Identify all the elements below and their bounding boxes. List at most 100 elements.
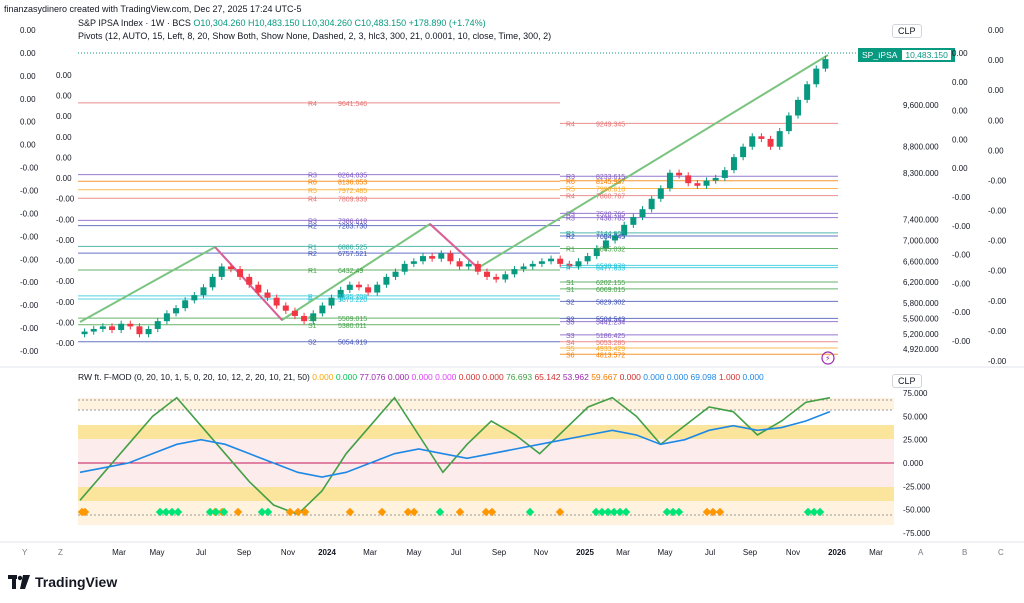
osc-marker-orange (293, 507, 303, 517)
oscillator-value: 0.000 (480, 372, 504, 382)
pivot-left-value: 6886.525 (338, 244, 367, 251)
currency-badge[interactable]: CLP (892, 24, 922, 38)
time-axis-label: Jul (705, 548, 715, 557)
candle-body (337, 289, 344, 298)
pivot-right-label: R3 (566, 216, 575, 223)
pivot-right-label: P (566, 266, 571, 273)
pivot-right-label: S5 (566, 346, 575, 353)
candle-body (447, 253, 454, 262)
pivot-left-label: R6 (308, 179, 317, 186)
pivot-lines (78, 102, 838, 355)
side-zero-left: -0.00 (20, 164, 39, 173)
last-price-tag: SP_IPSA 10,483.150 (858, 48, 955, 62)
side-zero-right2: -0.00 (988, 357, 1007, 366)
pivot-right-label: R1 (566, 231, 575, 238)
side-zero-mid: -0.00 (56, 298, 75, 307)
candle-body (538, 261, 545, 264)
oscillator-value: 0.000 (385, 372, 410, 382)
osc-zone-lower (78, 487, 894, 501)
lightning-icon[interactable] (821, 351, 835, 365)
candle-body (410, 261, 417, 264)
osc-marker-green (263, 507, 273, 517)
pivot-right-label: S3 (566, 320, 575, 327)
oscillator-currency-badge[interactable]: CLP (892, 374, 922, 388)
side-zero-right2: -0.00 (988, 176, 1007, 185)
candle-body (118, 323, 125, 331)
osc-marker-green (662, 507, 672, 517)
price-axis-label: 7,400.000 (903, 216, 939, 225)
candle-body (264, 292, 271, 298)
candle-body (429, 256, 436, 259)
candle-body (511, 269, 518, 275)
oscillator-value: 76.693 (503, 372, 533, 382)
osc-marker-orange (285, 507, 295, 517)
pivot-right-label: R4 (566, 194, 575, 201)
candle-body (81, 331, 88, 335)
oscillator-axis-label: 25.000 (903, 436, 928, 445)
side-zero-left: 0.00 (20, 72, 36, 81)
time-axis-label: Sep (492, 548, 507, 557)
side-zero-right1: 0.00 (952, 49, 968, 58)
candle-body (90, 328, 97, 332)
pivot-right-value: 5441.234 (596, 320, 625, 327)
price-axis-label: 6,600.000 (903, 257, 939, 266)
candle-body (776, 131, 783, 147)
osc-marker-green (603, 507, 613, 517)
pivot-right-value: 4813.572 (596, 352, 625, 359)
pivot-left-value: 5875.220 (338, 297, 367, 304)
oscillator-value: 0.000 (333, 372, 358, 382)
candle-body (136, 326, 143, 335)
osc-marker-orange (403, 507, 413, 517)
candle-body (730, 157, 737, 171)
osc-marker-green (609, 507, 619, 517)
candle-body (529, 263, 536, 267)
pivot-right-value: 6520.973 (596, 263, 625, 270)
candle-body (493, 276, 500, 280)
side-zero-left: 0.00 (20, 49, 36, 58)
oscillator-legend[interactable]: RW ft. F-MOD (0, 20, 10, 1, 5, 0, 20, 10… (78, 372, 764, 382)
pivot-right-label: R4 (566, 121, 575, 128)
candle-body (365, 287, 372, 293)
candle-body (255, 284, 262, 293)
osc-marker-green (815, 507, 825, 517)
osc-marker-green (809, 507, 819, 517)
pivot-right-label: R3 (566, 211, 575, 218)
oscillator-value: 0.000 (664, 372, 689, 382)
side-zero-right2: 0.00 (988, 56, 1004, 65)
side-zero-columns: 0.00 0.00 0.00 0.00 0.00 0.00 -0.00 -0.00 -0.00 -… (20, 26, 1007, 366)
price-axis-label: 9,600.000 (903, 101, 939, 110)
side-zero-mid: -0.00 (56, 257, 75, 266)
pivot-left-label: S2 (308, 340, 317, 347)
side-zero-left: -0.00 (20, 255, 39, 264)
symbol-title: S&P IPSA Index · 1W · BCS (78, 18, 191, 28)
pivot-right-label: R1 (566, 247, 575, 254)
pivots-legend[interactable]: Pivots (12, AUTO, 15, Left, 8, 20, Show … (78, 31, 552, 41)
ohlc-values: O10,304.260 H10,483.150 L10,304.260 C10,… (193, 18, 486, 28)
candle-body (648, 198, 655, 210)
pivot-left-label: S1 (308, 323, 317, 330)
last-price-symbol: SP_IPSA (862, 50, 897, 60)
price-axis-label: 7,000.000 (903, 236, 939, 245)
side-zero-left: -0.00 (20, 209, 39, 218)
candle-body (291, 310, 298, 316)
time-axis-label: 2024 (318, 548, 336, 557)
time-axis-label: Mar (112, 548, 126, 557)
side-zero-right1: -0.00 (952, 222, 971, 231)
pivot-left-value: 5935.708 (338, 294, 367, 301)
tradingview-logo[interactable]: TradingView (8, 574, 117, 590)
candle-body (301, 315, 308, 322)
side-zero-right1: 0.00 (952, 107, 968, 116)
side-zero-left: 0.00 (20, 26, 36, 35)
oscillator-value: 0.000 (456, 372, 481, 382)
pivot-left-label: P (308, 297, 313, 304)
pivot-right-label: P (566, 263, 571, 270)
pivot-right-value: 5504.543 (596, 316, 625, 323)
symbol-legend[interactable]: S&P IPSA Index · 1W · BCS O10,304.260 H1… (78, 18, 486, 28)
side-zero-right1: -0.00 (952, 337, 971, 346)
pivot-left-value: 8136.053 (338, 179, 367, 186)
side-zero-mid: -0.00 (56, 195, 75, 204)
candle-body (310, 313, 317, 322)
pivot-right-value: 7438.785 (596, 216, 625, 223)
candle-body (401, 263, 408, 272)
